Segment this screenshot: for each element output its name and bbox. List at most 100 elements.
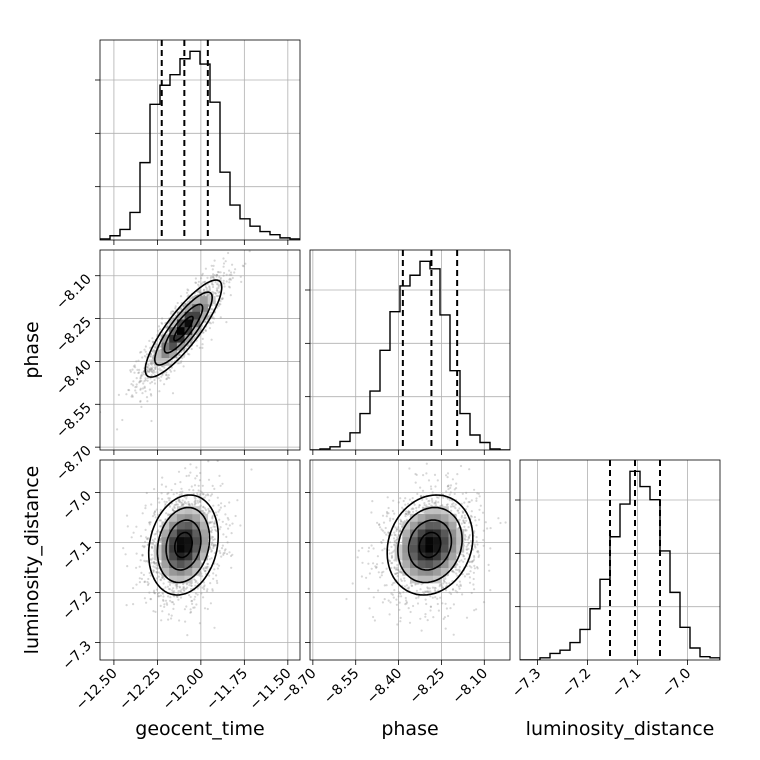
density-cell — [433, 513, 442, 522]
density-cell — [153, 350, 162, 358]
histogram-step-phase — [310, 260, 510, 450]
density-cell — [184, 334, 193, 343]
density-cell — [176, 567, 185, 576]
density-cell — [448, 513, 457, 522]
x-tick-label: −12.25 — [116, 666, 164, 714]
density-cell — [402, 560, 411, 568]
density-cell — [200, 521, 208, 530]
density-cell — [169, 521, 178, 530]
density-cell — [448, 560, 457, 568]
density-cell — [402, 552, 411, 561]
density-cell — [425, 506, 434, 515]
density-cell — [410, 552, 418, 561]
density-cell — [192, 552, 201, 561]
density-cell — [425, 575, 434, 584]
panel-frame — [99, 249, 301, 451]
density-cell — [184, 326, 193, 335]
density-cell — [417, 536, 426, 545]
density-cell — [440, 552, 449, 561]
x-tick-label: −7.2 — [559, 666, 594, 701]
density-cell — [448, 536, 457, 545]
density-cell — [425, 567, 434, 576]
x-tick-label: −8.55 — [321, 666, 363, 708]
density-cell — [176, 560, 185, 568]
density-panel-luminosity_distance-vs-geocent_time — [95, 459, 301, 665]
density-cell — [176, 319, 185, 328]
density-cell — [169, 544, 178, 553]
panel-frame — [309, 249, 511, 451]
x-tick-label: −11.75 — [203, 666, 251, 714]
density-cell — [410, 513, 418, 522]
density-cell — [192, 544, 201, 553]
density-cell — [417, 529, 426, 538]
density-cell — [169, 319, 178, 328]
histogram-step-geocent_time — [100, 50, 300, 240]
x-tick-label: −7.3 — [509, 666, 544, 701]
density-cell — [433, 521, 442, 530]
x-tick-label: −8.40 — [364, 666, 406, 708]
density-cell — [417, 521, 426, 530]
density-cell — [410, 567, 418, 576]
density-content — [122, 460, 253, 637]
density-cell — [192, 560, 201, 568]
density-cell — [425, 552, 434, 561]
density-cell — [161, 567, 170, 576]
x-tick-label: −8.25 — [407, 666, 449, 708]
x-tick-label: −8.10 — [449, 666, 491, 708]
density-cell — [440, 529, 449, 538]
y-axis-label-phase: phase — [21, 321, 43, 378]
density-cell — [169, 560, 178, 568]
density-cell — [448, 529, 457, 538]
density-cell — [433, 552, 442, 561]
density-cell — [425, 521, 434, 530]
density-cell — [169, 342, 178, 351]
contour-line — [418, 531, 442, 559]
contour-line — [407, 519, 453, 571]
density-cell — [456, 529, 465, 538]
density-cell — [402, 544, 411, 553]
density-cell — [402, 536, 411, 545]
density-cell — [184, 311, 193, 320]
panel-frame — [519, 459, 721, 661]
y-tick-label: −7.3 — [59, 638, 94, 673]
contour-line — [173, 315, 194, 342]
density-cell — [417, 575, 426, 584]
density-cell — [161, 552, 170, 561]
density-cell — [192, 529, 201, 538]
density-cell — [433, 544, 442, 553]
density-cell — [410, 544, 418, 553]
density-cell — [200, 536, 208, 545]
histogram-step-luminosity_distance — [520, 470, 720, 660]
y-tick-label: −8.40 — [53, 357, 95, 399]
density-cell — [410, 529, 418, 538]
density-cell — [184, 303, 193, 312]
density-cell — [456, 544, 465, 553]
density-cell — [176, 536, 185, 545]
density-cell — [425, 560, 434, 568]
panel-frame — [309, 459, 511, 661]
density-cell — [417, 552, 426, 561]
density-cell — [176, 575, 185, 584]
density-cell — [192, 567, 201, 576]
density-cell — [169, 350, 178, 358]
density-cell — [440, 544, 449, 553]
density-cell — [410, 521, 418, 530]
x-axis-label-luminosity_distance: luminosity_distance — [526, 718, 715, 740]
density-cell — [200, 311, 208, 320]
density-content — [345, 462, 507, 636]
density-cell — [176, 506, 185, 515]
density-cell — [161, 536, 170, 545]
density-cell — [417, 560, 426, 568]
density-panel-luminosity_distance-vs-phase — [305, 459, 511, 665]
density-cell — [161, 529, 170, 538]
y-tick-label: −8.10 — [53, 271, 95, 313]
density-cell — [402, 529, 411, 538]
y-tick-label: −8.25 — [53, 314, 95, 356]
density-cell — [176, 326, 185, 335]
y-axis-label-luminosity_distance: luminosity_distance — [21, 466, 43, 655]
contour-line — [397, 506, 463, 584]
contour-line — [174, 531, 193, 559]
density-cell — [176, 521, 185, 530]
density-panel-phase-vs-geocent_time — [95, 249, 301, 455]
